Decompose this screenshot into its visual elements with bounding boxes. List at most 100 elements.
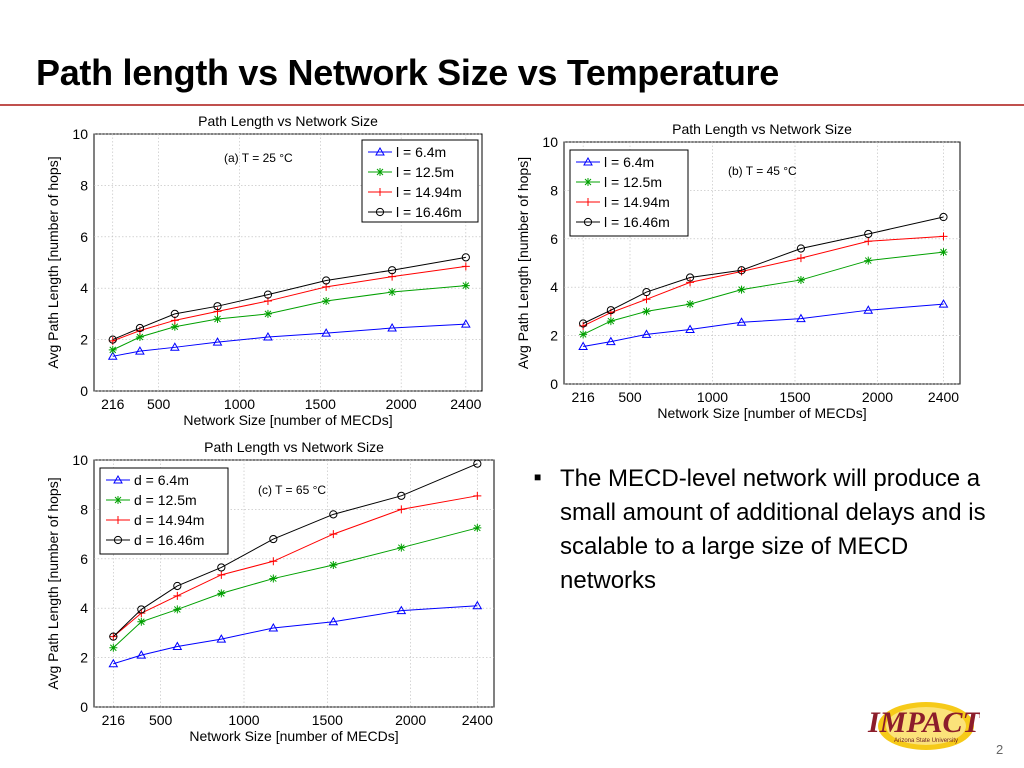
data-point bbox=[269, 534, 278, 544]
legend-label: d = 12.5m bbox=[134, 492, 197, 508]
data-point-shape bbox=[173, 605, 182, 614]
data-point bbox=[686, 300, 695, 309]
data-point bbox=[269, 574, 278, 583]
legend: l = 6.4m l = 12.5m l = 14.94m l = 16.46m bbox=[361, 139, 479, 223]
y-tick-label: 2 bbox=[550, 328, 558, 344]
legend-label: l = 12.5m bbox=[604, 174, 662, 190]
data-point-shape bbox=[863, 305, 874, 314]
data-point-shape bbox=[796, 275, 805, 284]
chart-annotation: (a) T = 25 °C bbox=[224, 151, 293, 165]
data-point bbox=[685, 324, 695, 334]
data-point-shape bbox=[641, 329, 652, 338]
data-point-shape bbox=[737, 285, 746, 294]
legend-marker-shape bbox=[583, 156, 593, 166]
x-tick-label: 500 bbox=[149, 712, 173, 728]
data-point-shape bbox=[642, 287, 651, 297]
legend-marker-shape bbox=[114, 496, 122, 504]
series-line bbox=[112, 323, 466, 357]
data-point bbox=[939, 232, 948, 241]
data-point bbox=[397, 505, 406, 514]
data-point bbox=[685, 273, 695, 282]
x-tick-label: 500 bbox=[618, 389, 642, 405]
data-point bbox=[108, 658, 119, 668]
chart-b-path-length: 0 2 4 6 8 10 216 500 1000 1500 2000 2400 Path Length… bbox=[515, 121, 961, 421]
x-axis-label: Network Size [number of MECDs] bbox=[657, 405, 866, 421]
chart-annotation: (b) T = 45 °C bbox=[728, 164, 797, 178]
data-point-shape bbox=[606, 317, 615, 326]
data-point bbox=[109, 632, 118, 641]
y-axis-label: Avg Path Length [number of hops] bbox=[515, 157, 531, 369]
legend-label: l = 16.46m bbox=[396, 204, 462, 220]
data-point bbox=[263, 309, 272, 318]
data-point bbox=[863, 305, 874, 314]
data-point-shape bbox=[109, 632, 118, 641]
data-point bbox=[135, 333, 144, 342]
x-tick-label: 216 bbox=[571, 389, 595, 405]
y-tick-label: 8 bbox=[80, 501, 88, 517]
logo-subtext: Arizona State University bbox=[894, 738, 958, 744]
data-point bbox=[796, 313, 806, 323]
data-point-shape bbox=[329, 560, 338, 569]
title-divider bbox=[0, 104, 1024, 106]
data-point-shape bbox=[737, 266, 746, 275]
series-line bbox=[113, 605, 478, 665]
data-point-shape bbox=[796, 313, 806, 323]
legend-marker bbox=[375, 207, 385, 217]
legend-marker bbox=[584, 198, 592, 206]
data-point-shape bbox=[397, 491, 406, 500]
data-point-shape bbox=[460, 319, 471, 328]
data-point bbox=[108, 335, 117, 344]
data-point bbox=[686, 278, 695, 287]
y-tick-label: 0 bbox=[80, 383, 88, 399]
data-point-shape bbox=[473, 523, 482, 532]
page-number: 2 bbox=[996, 742, 1004, 757]
data-point-shape bbox=[939, 212, 948, 222]
data-point-shape bbox=[396, 605, 407, 615]
data-point bbox=[473, 459, 482, 468]
data-point bbox=[796, 254, 805, 263]
legend-marker bbox=[114, 516, 122, 524]
data-point bbox=[864, 256, 873, 265]
data-point-shape bbox=[642, 307, 651, 316]
legend-marker-shape bbox=[375, 207, 385, 217]
data-point bbox=[213, 307, 222, 316]
data-point bbox=[329, 510, 338, 519]
data-point bbox=[938, 299, 949, 308]
y-tick-label: 0 bbox=[550, 376, 558, 392]
data-point-shape bbox=[796, 254, 805, 263]
data-point-shape bbox=[387, 323, 397, 332]
data-point bbox=[216, 634, 227, 643]
data-point bbox=[796, 275, 805, 284]
legend: d = 6.4m d = 12.5m d = 14.94m d = 16.46m bbox=[99, 467, 229, 555]
bullet-text: The MECD-level network will produce a sm… bbox=[560, 465, 986, 594]
legend-marker-shape bbox=[375, 146, 385, 156]
data-point-shape bbox=[461, 262, 470, 271]
data-point-shape bbox=[216, 634, 227, 643]
y-tick-label: 4 bbox=[80, 280, 88, 296]
chart-a-path-length: 0 2 4 6 8 10 216 500 1000 1500 2000 2400 Path Length… bbox=[45, 113, 483, 428]
legend-label: d = 6.4m bbox=[134, 472, 189, 488]
data-point-shape bbox=[263, 290, 273, 299]
data-point bbox=[642, 287, 651, 297]
legend-marker-shape bbox=[113, 535, 123, 545]
data-point bbox=[578, 341, 589, 350]
data-point bbox=[172, 641, 183, 650]
data-point bbox=[321, 328, 332, 337]
chart-title: Path Length vs Network Size bbox=[198, 113, 378, 129]
legend-marker-shape bbox=[114, 516, 122, 524]
x-tick-label: 2400 bbox=[928, 389, 959, 405]
data-point bbox=[579, 319, 588, 328]
data-point-shape bbox=[170, 309, 179, 318]
series-line bbox=[582, 216, 944, 324]
x-tick-label: 2400 bbox=[462, 712, 493, 728]
data-point-shape bbox=[864, 237, 873, 246]
data-point bbox=[170, 322, 179, 331]
data-point bbox=[217, 563, 226, 572]
data-point-shape bbox=[109, 643, 118, 652]
data-point bbox=[460, 319, 471, 328]
data-point-shape bbox=[322, 297, 331, 306]
data-point bbox=[169, 342, 180, 351]
data-point bbox=[396, 605, 407, 615]
chart-title: Path Length vs Network Size bbox=[672, 121, 852, 137]
data-point bbox=[108, 345, 117, 354]
